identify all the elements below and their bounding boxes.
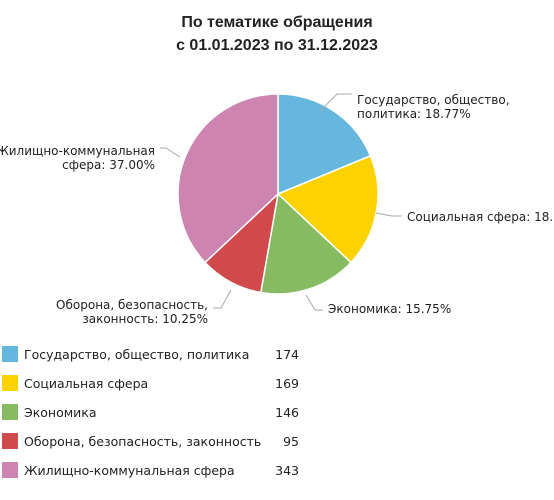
legend-swatch-2 [2,375,18,391]
legend-value-5: 343 [275,463,299,478]
legend-label-1: Государство, общество, политика [24,347,249,362]
legend-label-2: Социальная сфера [24,376,148,391]
leader-line-1 [319,93,352,112]
legend-value-3: 146 [275,405,299,420]
chart-title-line-1: По тематике обращения [181,14,372,31]
slice-label-2-line-1: Социальная сфера: 18. [407,210,553,224]
pie-slice-5 [177,93,279,264]
legend: Государство, общество, политика 174 Социал… [2,346,299,478]
leader-line-4 [213,289,232,309]
legend-swatch-5 [2,462,18,478]
legend-value-1: 174 [275,347,299,362]
slice-label-1-line-1: Государство, общество, [357,93,510,107]
pie-slice-1 [277,93,372,196]
leader-line-5 [160,147,181,158]
chart-title-line-2: с 01.01.2023 по 31.12.2023 [176,37,378,54]
legend-value-4: 95 [283,434,299,449]
slice-label-3-line-1: Экономика: 15.75% [328,302,451,316]
legend-swatch-3 [2,404,18,420]
slice-label-1-line-2: политика: 18.77% [357,107,471,121]
legend-label-5: Жилищно-коммунальная сфера [24,463,235,478]
legend-label-4: Оборона, безопасность, законность [24,434,261,449]
slice-label-5-line-1: Жилищно-коммунальная [0,144,155,158]
slice-label-5-line-2: сфера: 37.00% [62,158,155,172]
leader-line-2 [375,212,402,217]
leader-line-3 [305,294,323,311]
slice-label-4-line-2: законность: 10.25% [82,312,208,326]
legend-value-2: 169 [275,376,299,391]
legend-swatch-4 [2,433,18,449]
legend-swatch-1 [2,346,18,362]
slice-labels: Государство, общество,политика: 18.77% Со… [0,93,553,326]
legend-label-3: Экономика [24,405,97,420]
pie-slices [177,93,379,295]
label-leader-lines [160,93,402,311]
pie-slice-2 [276,154,379,264]
pie-slice-3 [259,192,352,295]
slice-label-4-line-1: Оборона, безопасность, [56,298,208,312]
